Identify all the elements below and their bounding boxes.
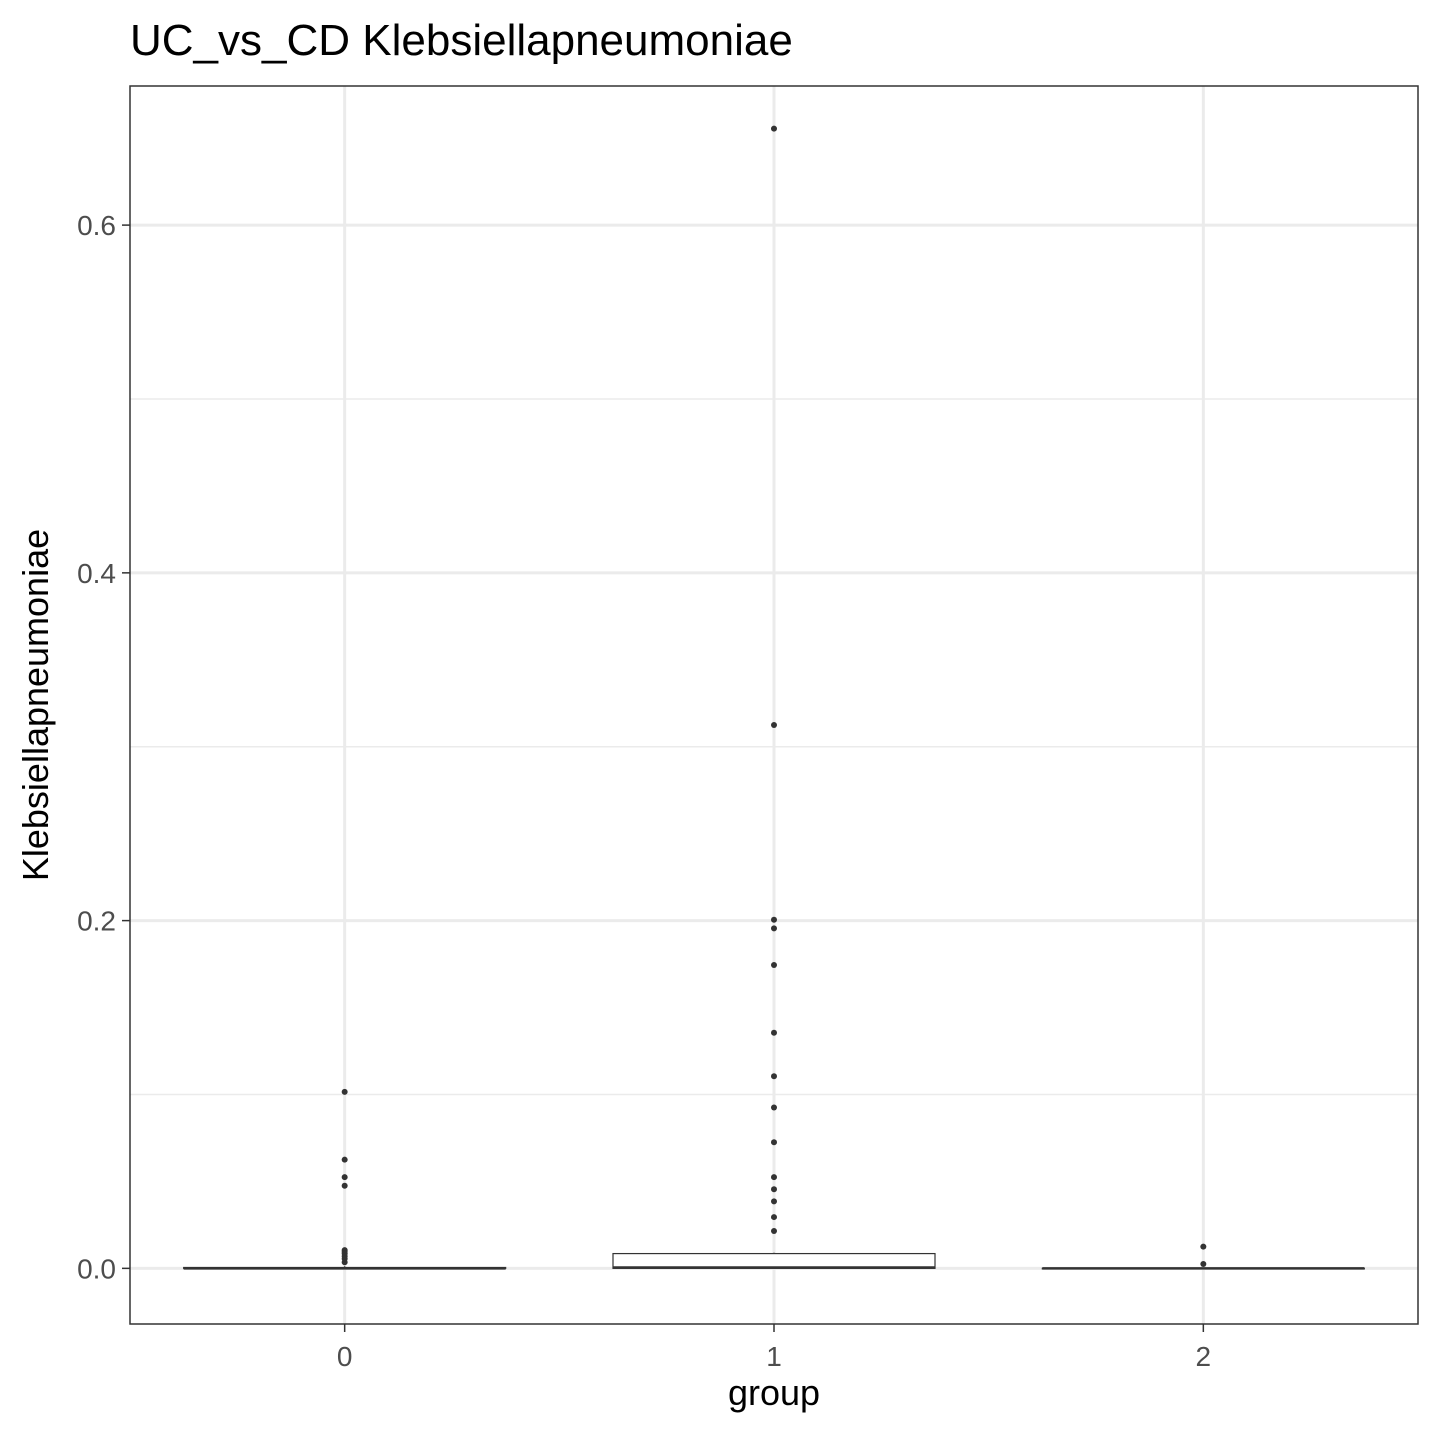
outlier-point [341, 1088, 348, 1095]
x-tick-label: 0 [337, 1341, 353, 1372]
outlier-point [771, 925, 777, 932]
outlier-point [771, 1227, 777, 1234]
box-body [612, 1252, 936, 1269]
outlier-point [771, 1198, 777, 1205]
outlier-point [771, 1073, 777, 1080]
x-tick-label: 2 [1196, 1341, 1212, 1372]
box-group-0 [183, 1088, 507, 1270]
x-tick-label: 1 [766, 1341, 782, 1372]
outlier-point [1200, 1261, 1207, 1268]
box-group-1 [612, 125, 936, 1269]
grid-lines [130, 86, 1418, 1324]
outlier-point [771, 721, 777, 728]
outlier-point [341, 1259, 348, 1266]
outlier-point [771, 125, 777, 132]
box-group-2 [1041, 1243, 1365, 1270]
y-tick-label: 0.6 [77, 210, 116, 241]
boxplot-layer [183, 125, 1365, 1270]
outlier-point [771, 1174, 777, 1181]
outlier-point [341, 1156, 348, 1163]
outlier-point [771, 1029, 777, 1036]
outlier-point [771, 916, 777, 923]
y-tick-label: 0.2 [77, 906, 116, 937]
outlier-point [341, 1182, 348, 1189]
x-axis: 0 1 2 [337, 1324, 1211, 1372]
y-tick-label: 0.0 [77, 1253, 116, 1284]
y-axis-title: Klebsiellapneumoniae [15, 529, 56, 881]
outlier-point [771, 1139, 777, 1146]
outlier-point [771, 1104, 777, 1111]
chart-title: UC_vs_CD Klebsiellapneumoniae [130, 16, 793, 65]
outlier-point [771, 1214, 777, 1221]
x-axis-title: group [728, 1372, 820, 1413]
outlier-point [771, 1186, 777, 1193]
y-tick-label: 0.4 [77, 558, 116, 589]
outlier-point [1200, 1243, 1207, 1250]
y-axis: 0.0 0.2 0.4 0.6 [77, 210, 130, 1284]
outlier-point [341, 1174, 348, 1181]
outlier-point [771, 961, 777, 968]
